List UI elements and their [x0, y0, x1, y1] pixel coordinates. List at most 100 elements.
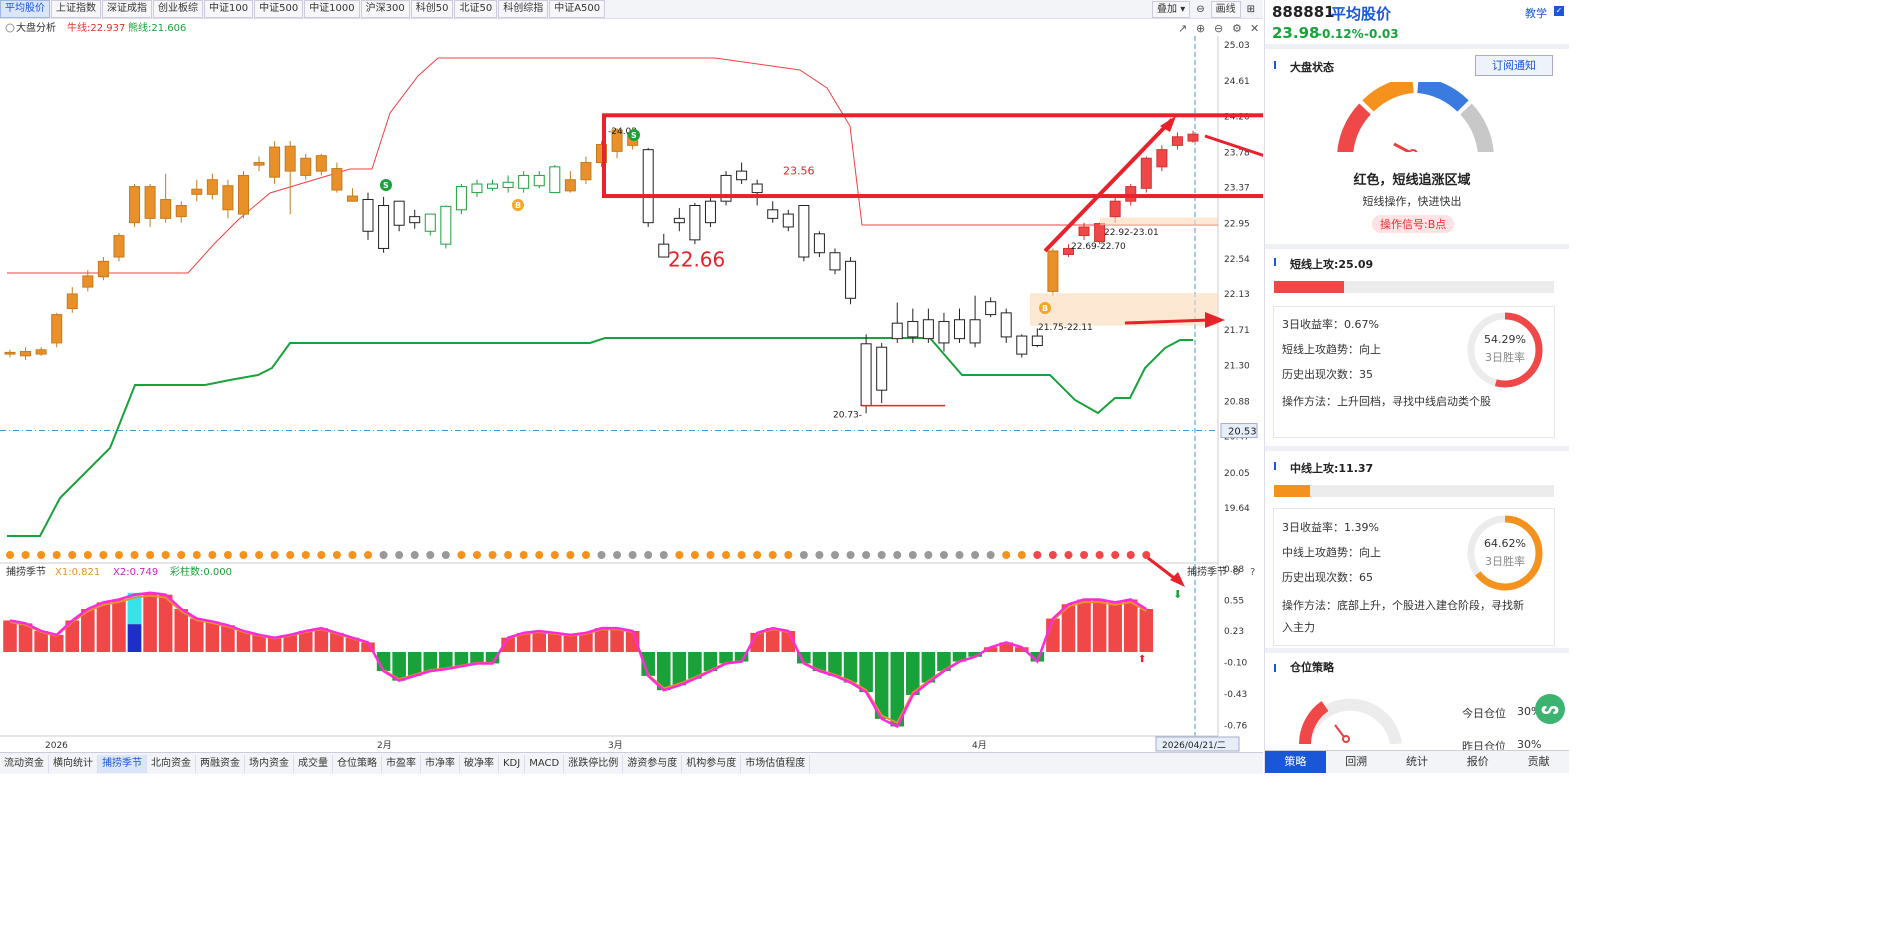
indicator-x2: X2:0.749 — [113, 567, 158, 578]
candle-body — [845, 260, 857, 299]
candle-body — [533, 174, 545, 187]
state-dot — [1126, 551, 1135, 559]
short-return: 3日收益率：0.67% — [1282, 318, 1379, 331]
candle-body — [954, 319, 966, 340]
side-tab[interactable]: 贡献 — [1527, 755, 1550, 768]
panel-help-icon: ? — [1250, 567, 1255, 578]
state-dot — [255, 551, 264, 559]
state-dot — [862, 551, 871, 559]
candle-body — [144, 186, 156, 219]
mid-progress-bar — [1274, 485, 1554, 497]
side-tab[interactable]: 回溯 — [1345, 755, 1368, 768]
minus-icon[interactable]: ⊖ — [1196, 4, 1205, 15]
price-tick: 20.05 — [1224, 469, 1250, 479]
index-tab[interactable]: 平均股价 — [0, 0, 50, 18]
assistant-logo-icon[interactable]: ᔕ — [1535, 694, 1565, 724]
indicator-tab[interactable]: 横向统计 — [49, 754, 98, 773]
indicator-tab[interactable]: 两融资金 — [196, 754, 245, 773]
indicator-x1: X1:0.821 — [55, 567, 100, 578]
position-title: 仓位策略 — [1290, 661, 1334, 674]
indicator-bar — [34, 630, 48, 652]
state-dot — [83, 551, 92, 559]
side-tab[interactable]: 策略 — [1265, 751, 1326, 773]
signal-marker-label: B — [515, 201, 521, 210]
candle-body — [237, 174, 249, 215]
price-tick: 21.30 — [1224, 361, 1250, 371]
indicator-tab[interactable]: 涨跌停比例 — [564, 754, 624, 773]
indicator-tab[interactable]: 北向资金 — [147, 754, 196, 773]
overlay-button[interactable]: 叠加 ▾ — [1152, 1, 1191, 18]
short-attack-title: 短线上攻:25.09 — [1290, 258, 1374, 271]
state-dot — [1064, 551, 1073, 559]
teach-link[interactable]: 教学 — [1525, 7, 1547, 20]
indicator-bar — [968, 652, 982, 657]
index-tab[interactable]: 科创综指 — [498, 0, 549, 18]
index-tab[interactable]: 上证指数 — [51, 0, 101, 18]
indicator-bar — [983, 647, 998, 652]
candle-body — [424, 213, 436, 232]
candle-body — [860, 343, 872, 407]
state-dot — [332, 551, 341, 559]
signal-marker-label: S — [383, 181, 389, 190]
side-tab[interactable]: 统计 — [1405, 755, 1428, 768]
index-tab[interactable]: 中证1000 — [304, 0, 360, 18]
indicator-tab[interactable]: 仓位策略 — [333, 754, 382, 773]
signal-marker — [512, 199, 524, 211]
index-tab[interactable]: 深证成指 — [102, 0, 152, 18]
index-tab[interactable]: 中证A500 — [549, 0, 606, 18]
index-tab[interactable]: 北证50 — [454, 0, 498, 18]
state-dot — [395, 551, 404, 559]
state-dot — [659, 551, 668, 559]
draw-button[interactable]: 画线 — [1210, 1, 1241, 18]
main-chart[interactable]: 大盘分析 牛线:22.937 熊线:21.606 ↗ ⊕ ⊖ ⚙ ✕25.03 24.61 24.… — [0, 18, 1263, 752]
side-panel: 888881 平均股价 教学 ✓ 23.98 -0.12% -0.03 大盘状态… — [1264, 0, 1569, 773]
index-tab[interactable]: 中证500 — [254, 0, 304, 18]
state-dot — [37, 551, 46, 559]
market-gauge — [1337, 82, 1494, 152]
candle-body — [393, 200, 405, 226]
state-dot — [239, 551, 248, 559]
candle-body — [206, 179, 218, 195]
indicator-tab[interactable]: 流动资金 — [0, 754, 49, 773]
index-tab[interactable]: 创业板综 — [153, 0, 203, 18]
candle-body — [315, 155, 327, 172]
price-tick: 22.95 — [1224, 220, 1250, 230]
indicator-tab[interactable]: 捕捞季节 — [98, 754, 147, 773]
indicator-tab[interactable]: 破净率 — [460, 754, 499, 773]
candle-body — [985, 301, 997, 316]
index-tab[interactable]: 沪深300 — [360, 0, 410, 18]
chart-area[interactable]: 平均股价 上证指数 深证成指 创业板综 中证100 中证500 中证1000 沪深300 科创5… — [0, 0, 1263, 774]
state-dot — [488, 551, 497, 559]
indicator-tab[interactable]: 场内资金 — [245, 754, 294, 773]
indicator-bar — [765, 628, 780, 652]
status-main-text: 红色，短线追涨区域 — [1353, 173, 1471, 188]
market-status-section: 大盘状态 订阅通知 红色，短线追涨区域 短线操作，快进快出 操作信号:B点 — [1265, 52, 1569, 242]
indicator-tab[interactable]: 市净率 — [421, 754, 460, 773]
indicator-tab[interactable]: 市场估值程度 — [741, 754, 811, 773]
indicator-tab[interactable]: KDJ — [499, 754, 526, 773]
candle-body — [969, 319, 981, 344]
indicator-tab[interactable]: 游资参与度 — [623, 754, 683, 773]
state-dot — [301, 551, 310, 559]
indicator-bar — [594, 628, 609, 652]
indicator-tick: 0.23 — [1224, 627, 1244, 637]
indicator-tab[interactable]: MACD — [525, 754, 565, 773]
indicator-tab[interactable]: 成交量 — [294, 754, 333, 773]
subscribe-button[interactable]: 订阅通知 — [1475, 55, 1553, 76]
market-status-title: 大盘状态 — [1290, 61, 1334, 74]
indicator-tab[interactable]: 市盈率 — [382, 754, 421, 773]
state-dot — [955, 551, 964, 559]
teach-check-icon[interactable]: ✓ — [1554, 6, 1564, 16]
candle-body — [51, 314, 63, 344]
side-tab[interactable]: 报价 — [1466, 755, 1489, 768]
state-dot — [908, 551, 917, 559]
indicator-bar — [1030, 652, 1045, 662]
state-dot — [68, 551, 77, 559]
grid-icon[interactable]: ⊞ — [1246, 4, 1255, 15]
index-tab[interactable]: 中证100 — [204, 0, 254, 18]
indicator-bar — [734, 652, 749, 662]
indicator-tab[interactable]: 机构参与度 — [682, 754, 742, 773]
candle-body — [378, 204, 390, 249]
index-tab[interactable]: 科创50 — [410, 0, 454, 18]
price-change: -0.03 — [1364, 27, 1399, 41]
